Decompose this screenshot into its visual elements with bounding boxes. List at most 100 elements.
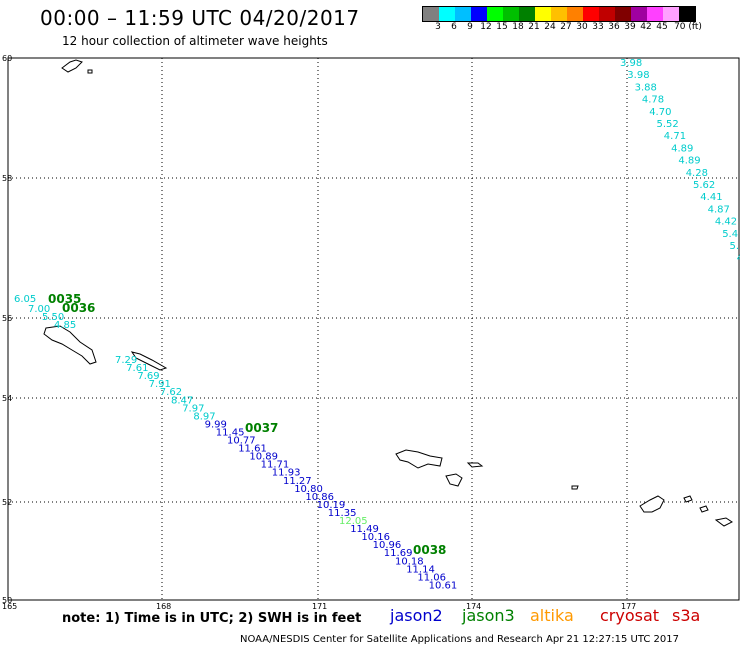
wave-height-label: 10.89	[249, 452, 278, 463]
longitude-label: 165	[2, 602, 17, 611]
wave-height-label: 11.27	[283, 476, 312, 487]
map-subtitle: 12 hour collection of altimeter wave hei…	[62, 34, 328, 48]
longitude-label: 174	[466, 602, 481, 611]
wave-height-label: 4.70	[649, 107, 671, 118]
wave-height-label: 4	[737, 253, 740, 264]
wave-height-label: 7.69	[137, 371, 159, 382]
wave-height-label: 3.88	[635, 82, 657, 93]
latitude-label: 52	[2, 498, 12, 507]
color-swatch	[631, 7, 647, 21]
wave-height-label: 10.61	[429, 580, 458, 591]
pass-label: 0035	[48, 292, 81, 306]
longitude-label: 177	[621, 602, 636, 611]
pass-label: 0037	[245, 421, 278, 435]
color-swatch	[487, 7, 503, 21]
wave-height-label: 8.97	[193, 411, 215, 422]
wave-height-label: 4.41	[700, 192, 722, 203]
color-scale-label: 36	[608, 22, 620, 32]
color-swatch	[535, 7, 551, 21]
rat-island-a	[683, 495, 693, 503]
satellite-legend-item: jason2	[390, 606, 443, 625]
wave-height-label: 11.93	[272, 468, 301, 479]
wave-height-label: 11.71	[261, 460, 290, 471]
shemya-island	[466, 462, 484, 468]
wave-height-label: 4.87	[708, 204, 730, 215]
color-scale-label: 39	[624, 22, 636, 32]
color-swatch	[455, 7, 471, 21]
latitude-label: 58	[2, 174, 12, 183]
wave-height-label: 4.89	[678, 156, 700, 167]
color-swatch	[567, 7, 583, 21]
wave-height-label: 10.80	[294, 484, 323, 495]
latitude-label: 56	[2, 314, 12, 323]
color-swatch	[423, 7, 439, 21]
wave-observations: 3.983.983.884.784.705.524.714.894.894.28…	[14, 58, 740, 591]
wave-height-label: 10.77	[227, 436, 256, 447]
graticule	[7, 57, 739, 601]
wave-height-label: 6.05	[14, 294, 36, 305]
pass-label: 0038	[413, 543, 446, 557]
map-title: 00:00 – 11:59 UTC 04/20/2017	[40, 6, 360, 30]
wave-height-label: 11.61	[238, 444, 267, 455]
wave-height-label: 12.05	[339, 516, 368, 527]
color-swatch	[551, 7, 567, 21]
wave-height-label: 4.78	[642, 95, 664, 106]
map-note: note: 1) Time is in UTC; 2) SWH is in fe…	[62, 611, 362, 626]
wave-height-label: 4.89	[671, 143, 693, 154]
kiska-island	[639, 495, 665, 513]
wave-height-label: 11.45	[216, 427, 245, 438]
kamchatka-islet	[87, 69, 93, 74]
color-swatch	[663, 7, 679, 21]
longitude-label: 171	[312, 602, 327, 611]
color-swatch	[503, 7, 519, 21]
rat-island-b	[699, 505, 709, 513]
wave-height-label: 7.00	[28, 304, 50, 315]
wave-height-label: 11.35	[328, 508, 357, 519]
latitude-label: 54	[2, 394, 12, 403]
color-swatch	[519, 7, 535, 21]
pass-label: 0036	[62, 301, 95, 315]
wave-height-label: 5.52	[657, 119, 679, 130]
wave-height-label: 4.85	[54, 320, 76, 331]
wave-height-label: 4.28	[686, 168, 708, 179]
wave-height-label: 3.98	[627, 70, 649, 81]
wave-height-label: 5.62	[693, 180, 715, 191]
color-scale-label: 27	[560, 22, 572, 32]
color-scale-label: 70 (ft)	[674, 22, 702, 32]
latitude-label: 60	[2, 54, 12, 63]
latitude-label: 50	[2, 596, 12, 605]
map-footer: NOAA/NESDIS Center for Satellite Applica…	[240, 634, 679, 645]
wave-height-label: 10.18	[395, 556, 424, 567]
wave-height-label: 8.47	[171, 395, 193, 406]
wave-height-label: 5.4	[722, 229, 738, 240]
attu-island	[395, 449, 443, 469]
color-scale-label: 30	[576, 22, 588, 32]
wave-height-label: 7.62	[160, 387, 182, 398]
wave-height-label: 11.69	[384, 548, 413, 559]
color-swatch	[439, 7, 455, 21]
medny-island	[130, 351, 168, 371]
wave-height-label: 7.91	[149, 379, 171, 390]
buldir-island	[571, 485, 579, 490]
wave-height-label: 10.86	[305, 492, 334, 503]
wave-height-label: 4.42	[715, 217, 737, 228]
kamchatka-coast	[61, 59, 83, 73]
wave-height-label: 10.96	[373, 540, 402, 551]
land-masses	[43, 59, 733, 527]
color-swatch	[583, 7, 599, 21]
color-scale-label: 45	[656, 22, 668, 32]
color-scale-label: 9	[467, 22, 473, 32]
color-swatch	[679, 7, 695, 21]
map-frame	[7, 57, 740, 601]
satellite-legend-item: cryosat	[600, 606, 660, 625]
color-swatch	[647, 7, 663, 21]
color-scale-label: 21	[528, 22, 540, 32]
longitude-label: 168	[156, 602, 171, 611]
wave-height-label: 3.98	[620, 58, 642, 69]
satellite-legend-item: s3a	[672, 606, 701, 625]
wave-height-label: 7.61	[126, 363, 148, 374]
color-scale-label: 42	[640, 22, 652, 32]
wave-height-label: 11.49	[350, 524, 379, 535]
